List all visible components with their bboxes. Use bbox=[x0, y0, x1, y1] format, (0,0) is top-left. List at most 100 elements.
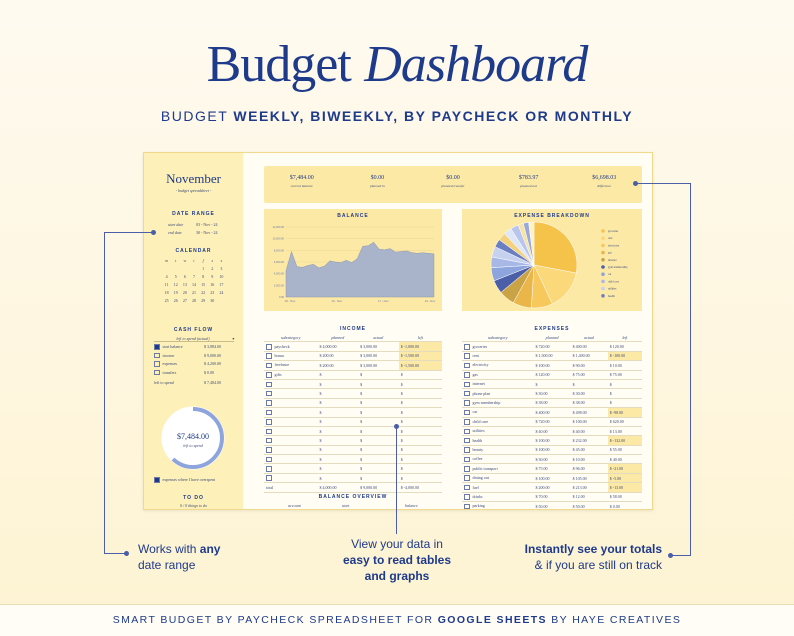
calendar-day[interactable]: 11 bbox=[164, 281, 169, 287]
cell[interactable]: electricity bbox=[462, 360, 534, 371]
row-checkbox[interactable] bbox=[266, 475, 272, 481]
row-checkbox[interactable] bbox=[464, 494, 470, 500]
row-checkbox[interactable] bbox=[266, 390, 272, 397]
calendar-day[interactable]: 14 bbox=[191, 281, 196, 287]
calendar-day[interactable]: 12 bbox=[173, 281, 178, 287]
row-checkbox[interactable] bbox=[464, 484, 470, 491]
calendar-day[interactable]: 1 bbox=[202, 265, 205, 271]
calendar-day[interactable]: 19 bbox=[173, 289, 178, 295]
row-checkbox[interactable] bbox=[464, 437, 470, 444]
calendar-day[interactable]: 25 bbox=[164, 297, 169, 303]
end-date-value[interactable]: 30 - Nov - 24 bbox=[196, 230, 218, 235]
calendar-day[interactable]: 20 bbox=[182, 289, 187, 295]
calendar-day[interactable]: 18 bbox=[164, 289, 169, 295]
calendar-day[interactable]: 16 bbox=[210, 281, 215, 287]
row-checkbox[interactable] bbox=[266, 400, 272, 406]
row-checkbox[interactable] bbox=[154, 344, 160, 350]
cell[interactable]: coffee bbox=[462, 454, 534, 465]
row-checkbox[interactable] bbox=[266, 381, 272, 388]
calendar-day[interactable] bbox=[189, 264, 198, 272]
cell[interactable]: internet bbox=[462, 379, 534, 390]
cell[interactable]: gifts bbox=[264, 370, 318, 380]
calendar-day[interactable]: 30 bbox=[210, 297, 215, 303]
cell[interactable]: bonus bbox=[264, 351, 318, 362]
cell[interactable]: paycheck bbox=[264, 341, 318, 352]
calendar-day[interactable]: 10 bbox=[219, 273, 224, 279]
calendar-day[interactable]: 7 bbox=[192, 273, 195, 279]
cash-flow-dropdown[interactable]: left to spend (actual) ▾ bbox=[154, 336, 234, 342]
cell[interactable] bbox=[264, 398, 318, 409]
row-checkbox[interactable] bbox=[266, 456, 272, 463]
calendar-day[interactable]: 8 bbox=[202, 273, 205, 279]
row-checkbox[interactable] bbox=[464, 372, 470, 378]
calendar-day[interactable]: 3 bbox=[220, 265, 223, 271]
row-checkbox[interactable] bbox=[464, 400, 470, 406]
cell[interactable] bbox=[264, 473, 318, 484]
row-checkbox[interactable] bbox=[464, 353, 470, 359]
row-checkbox[interactable] bbox=[464, 456, 470, 463]
cell[interactable]: freelance bbox=[264, 360, 318, 371]
cell[interactable]: beauty bbox=[462, 445, 534, 456]
cell[interactable]: car bbox=[462, 407, 534, 418]
cell[interactable] bbox=[264, 445, 318, 456]
cell[interactable] bbox=[264, 417, 318, 427]
row-checkbox[interactable] bbox=[464, 428, 470, 435]
cell[interactable]: phone plan bbox=[462, 388, 534, 399]
row-checkbox[interactable] bbox=[266, 409, 272, 416]
calendar-day[interactable] bbox=[217, 296, 226, 304]
calendar-day[interactable]: 23 bbox=[210, 289, 215, 295]
cell[interactable] bbox=[264, 435, 318, 446]
cell[interactable]: public transport bbox=[462, 463, 534, 474]
cell[interactable] bbox=[264, 407, 318, 418]
cell[interactable]: gym membership bbox=[462, 398, 534, 409]
calendar-day[interactable]: 9 bbox=[211, 273, 214, 279]
row-checkbox[interactable] bbox=[266, 353, 272, 359]
row-checkbox[interactable] bbox=[464, 475, 470, 481]
row-checkbox[interactable] bbox=[464, 447, 470, 453]
cell[interactable]: dining out bbox=[462, 473, 534, 484]
row-checkbox[interactable] bbox=[154, 369, 160, 376]
row-checkbox[interactable] bbox=[464, 381, 470, 388]
cell[interactable]: parking bbox=[462, 501, 534, 509]
cell[interactable] bbox=[264, 379, 318, 390]
row-checkbox[interactable] bbox=[266, 362, 272, 369]
cell[interactable]: health bbox=[462, 435, 534, 446]
row-checkbox[interactable] bbox=[266, 466, 272, 472]
row-checkbox[interactable] bbox=[464, 419, 470, 425]
cell[interactable]: gas bbox=[462, 370, 534, 380]
calendar-day[interactable]: 27 bbox=[182, 297, 187, 303]
calendar-day[interactable]: 5 bbox=[174, 273, 177, 279]
row-checkbox[interactable] bbox=[266, 447, 272, 453]
row-checkbox[interactable] bbox=[154, 352, 160, 359]
calendar-day[interactable]: 21 bbox=[191, 289, 196, 295]
calendar-day[interactable]: 29 bbox=[201, 297, 206, 303]
calendar-day[interactable]: 4 bbox=[165, 273, 168, 279]
cell[interactable]: fuel bbox=[462, 482, 534, 493]
cell[interactable] bbox=[264, 388, 318, 399]
calendar-day[interactable]: 28 bbox=[191, 297, 196, 303]
row-checkbox[interactable] bbox=[154, 361, 160, 367]
row-checkbox[interactable] bbox=[266, 437, 272, 444]
calendar-day[interactable] bbox=[162, 264, 171, 272]
calendar-day[interactable]: 26 bbox=[173, 297, 178, 303]
cell[interactable]: utilities bbox=[462, 426, 534, 437]
calendar-day[interactable]: 13 bbox=[182, 281, 187, 287]
row-checkbox[interactable] bbox=[464, 362, 470, 369]
start-date-value[interactable]: 03 - Nov - 24 bbox=[196, 222, 218, 227]
row-checkbox[interactable] bbox=[464, 344, 470, 350]
row-checkbox[interactable] bbox=[464, 409, 470, 416]
row-checkbox[interactable] bbox=[464, 390, 470, 397]
calendar-day[interactable]: 24 bbox=[219, 289, 224, 295]
row-checkbox[interactable] bbox=[266, 372, 272, 378]
cell[interactable]: groceries bbox=[462, 341, 534, 352]
cell[interactable]: child care bbox=[462, 417, 534, 427]
row-checkbox[interactable] bbox=[266, 419, 272, 425]
calendar-day[interactable]: 22 bbox=[201, 289, 206, 295]
row-checkbox[interactable] bbox=[464, 503, 470, 509]
calendar-day[interactable]: 15 bbox=[201, 281, 206, 287]
calendar-day[interactable] bbox=[180, 264, 189, 272]
row-checkbox[interactable] bbox=[266, 344, 272, 350]
calendar-day[interactable] bbox=[171, 264, 180, 272]
calendar-day[interactable]: 2 bbox=[211, 265, 214, 271]
calendar-day[interactable]: 6 bbox=[183, 273, 186, 279]
